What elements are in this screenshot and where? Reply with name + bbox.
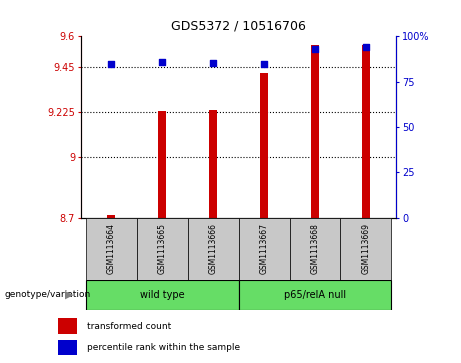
Bar <box>239 218 290 280</box>
Text: wild type: wild type <box>140 290 184 300</box>
Point <box>260 61 268 66</box>
Text: GSM1113667: GSM1113667 <box>260 223 269 274</box>
Title: GDS5372 / 10516706: GDS5372 / 10516706 <box>171 19 306 32</box>
Bar <box>239 280 391 310</box>
Text: p65/relA null: p65/relA null <box>284 290 346 300</box>
Text: genotype/variation: genotype/variation <box>5 290 91 299</box>
Point <box>107 61 115 66</box>
Text: GSM1113665: GSM1113665 <box>158 223 167 274</box>
Text: ▶: ▶ <box>65 290 73 300</box>
Bar <box>290 218 340 280</box>
Text: GSM1113668: GSM1113668 <box>310 223 319 274</box>
Point <box>362 44 370 50</box>
Bar <box>188 218 239 280</box>
Text: GSM1113664: GSM1113664 <box>107 223 116 274</box>
Bar <box>137 218 188 280</box>
Bar <box>209 110 217 218</box>
Bar <box>362 45 370 218</box>
Text: GSM1113669: GSM1113669 <box>361 223 370 274</box>
Bar <box>86 280 239 310</box>
Text: transformed count: transformed count <box>87 322 171 331</box>
Point <box>159 59 166 65</box>
Bar <box>340 218 391 280</box>
Text: percentile rank within the sample: percentile rank within the sample <box>87 343 240 352</box>
Bar <box>58 340 77 355</box>
Bar <box>158 111 166 218</box>
Bar <box>86 218 137 280</box>
Text: GSM1113666: GSM1113666 <box>208 223 218 274</box>
Point <box>209 60 217 65</box>
Bar <box>260 73 268 218</box>
Bar <box>58 318 77 334</box>
Bar <box>107 215 115 218</box>
Point <box>311 46 319 52</box>
Bar <box>311 45 319 218</box>
